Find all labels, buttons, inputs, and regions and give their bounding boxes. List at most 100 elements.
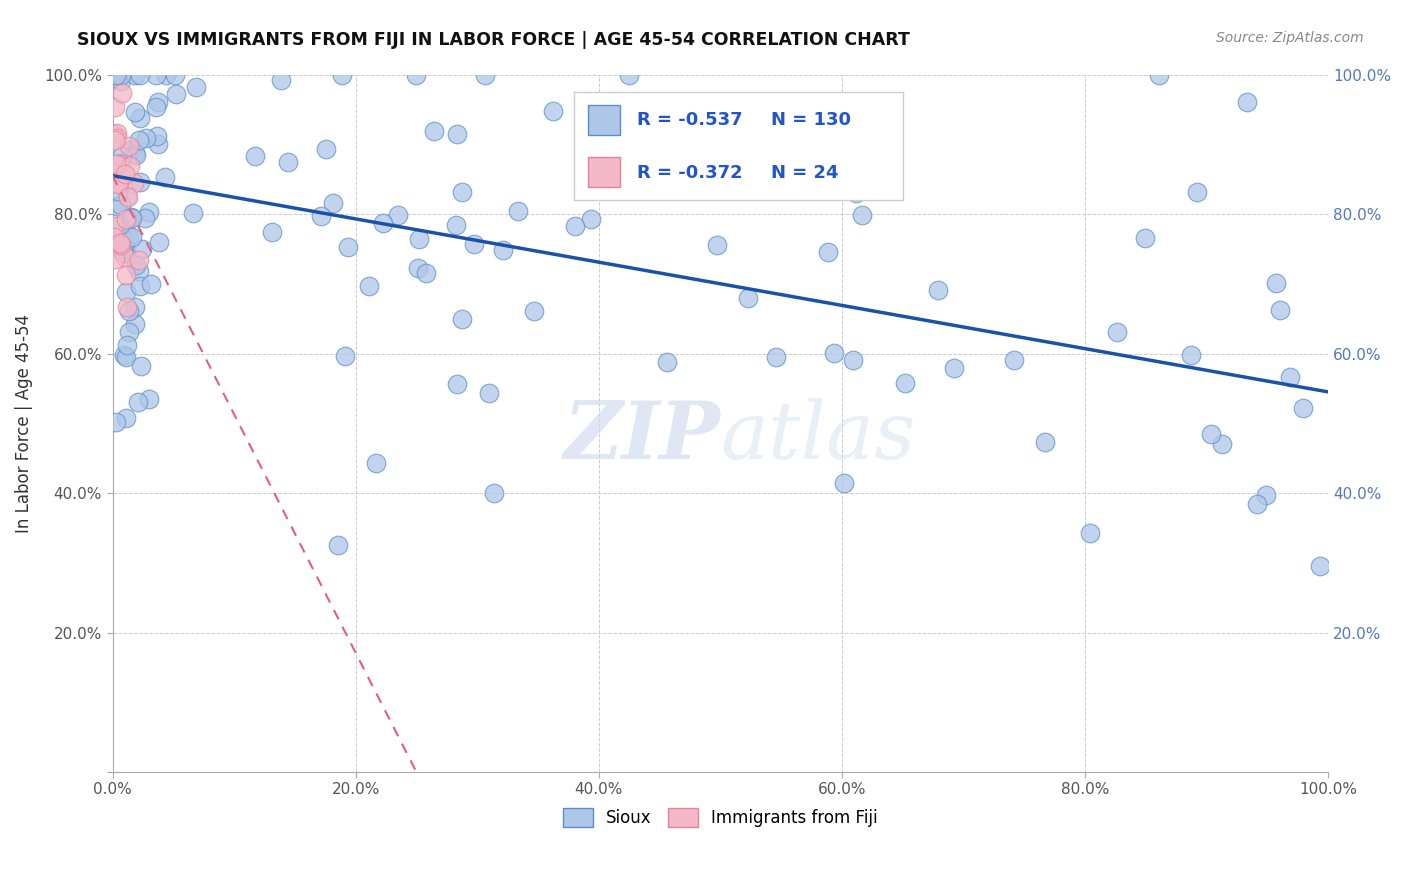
- Point: [141, 277, 163, 291]
- Point: [1185, 186, 1208, 200]
- Point: [243, 148, 266, 162]
- Point: [108, 157, 131, 171]
- Point: [146, 137, 169, 152]
- Point: [894, 376, 917, 391]
- Point: [104, 415, 127, 429]
- Point: [942, 361, 965, 376]
- Point: [115, 411, 138, 425]
- Point: [444, 219, 467, 233]
- Point: [115, 338, 138, 352]
- Point: [114, 250, 136, 264]
- Point: [824, 346, 846, 360]
- Point: [105, 131, 128, 145]
- Point: [262, 225, 284, 239]
- Point: [845, 186, 868, 200]
- Point: [337, 240, 360, 254]
- Point: [315, 142, 337, 156]
- Point: [543, 103, 565, 118]
- Point: [114, 167, 136, 181]
- Point: [111, 149, 134, 163]
- Point: [276, 155, 298, 169]
- Point: [181, 206, 204, 220]
- Point: [110, 68, 132, 82]
- Point: [110, 74, 132, 88]
- Point: [1256, 488, 1278, 502]
- Point: [128, 253, 150, 268]
- Point: [405, 68, 427, 82]
- Point: [322, 195, 344, 210]
- Point: [423, 124, 446, 138]
- Point: [105, 126, 128, 140]
- Point: [927, 283, 949, 297]
- Point: [415, 266, 437, 280]
- Text: SIOUX VS IMMIGRANTS FROM FIJI IN LABOR FORCE | AGE 45-54 CORRELATION CHART: SIOUX VS IMMIGRANTS FROM FIJI IN LABOR F…: [77, 31, 910, 49]
- Point: [117, 189, 139, 203]
- Point: [446, 127, 468, 141]
- Point: [1033, 435, 1056, 450]
- Point: [357, 279, 380, 293]
- Point: [110, 68, 132, 82]
- Point: [1265, 277, 1288, 291]
- Point: [1199, 427, 1222, 442]
- Point: [163, 68, 186, 82]
- Point: [1278, 370, 1301, 384]
- Point: [105, 68, 128, 82]
- Point: [118, 139, 141, 153]
- Point: [1180, 348, 1202, 362]
- Point: [1133, 230, 1156, 244]
- Point: [330, 68, 353, 82]
- Point: [737, 291, 759, 305]
- Point: [146, 129, 169, 144]
- Point: [446, 376, 468, 391]
- Point: [115, 285, 138, 299]
- Point: [617, 68, 640, 82]
- Point: [145, 68, 167, 82]
- Point: [842, 353, 865, 368]
- Point: [121, 230, 143, 244]
- Point: [474, 68, 496, 82]
- Point: [333, 349, 356, 363]
- Point: [108, 156, 131, 170]
- Point: [817, 245, 839, 260]
- Point: [1002, 353, 1025, 368]
- Point: [107, 176, 129, 190]
- Point: [506, 203, 529, 218]
- Point: [124, 176, 146, 190]
- Point: [148, 235, 170, 249]
- Point: [135, 131, 157, 145]
- Point: [138, 392, 160, 406]
- Point: [118, 230, 141, 244]
- Point: [1211, 437, 1233, 451]
- Point: [115, 211, 138, 226]
- Point: [125, 148, 148, 162]
- Point: [107, 184, 129, 198]
- Point: [105, 199, 128, 213]
- Point: [122, 142, 145, 156]
- Point: [115, 300, 138, 314]
- Point: [832, 476, 855, 491]
- Point: [115, 188, 138, 202]
- Point: [120, 210, 142, 224]
- Point: [138, 204, 160, 219]
- Point: [118, 325, 141, 339]
- Y-axis label: In Labor Force | Age 45-54: In Labor Force | Age 45-54: [15, 314, 32, 533]
- Text: atlas: atlas: [720, 399, 915, 476]
- Point: [564, 219, 586, 233]
- Point: [128, 133, 150, 147]
- Point: [450, 186, 472, 200]
- Legend: Sioux, Immigrants from Fiji: Sioux, Immigrants from Fiji: [555, 801, 884, 833]
- Point: [104, 100, 127, 114]
- Point: [706, 238, 728, 252]
- Point: [127, 394, 149, 409]
- Point: [408, 260, 430, 275]
- Point: [478, 385, 501, 400]
- Point: [326, 538, 349, 552]
- Point: [105, 68, 128, 82]
- Point: [111, 87, 134, 101]
- Point: [114, 350, 136, 364]
- Point: [105, 157, 128, 171]
- Point: [110, 198, 132, 212]
- Point: [131, 242, 153, 256]
- Point: [1309, 559, 1331, 574]
- Point: [124, 317, 146, 331]
